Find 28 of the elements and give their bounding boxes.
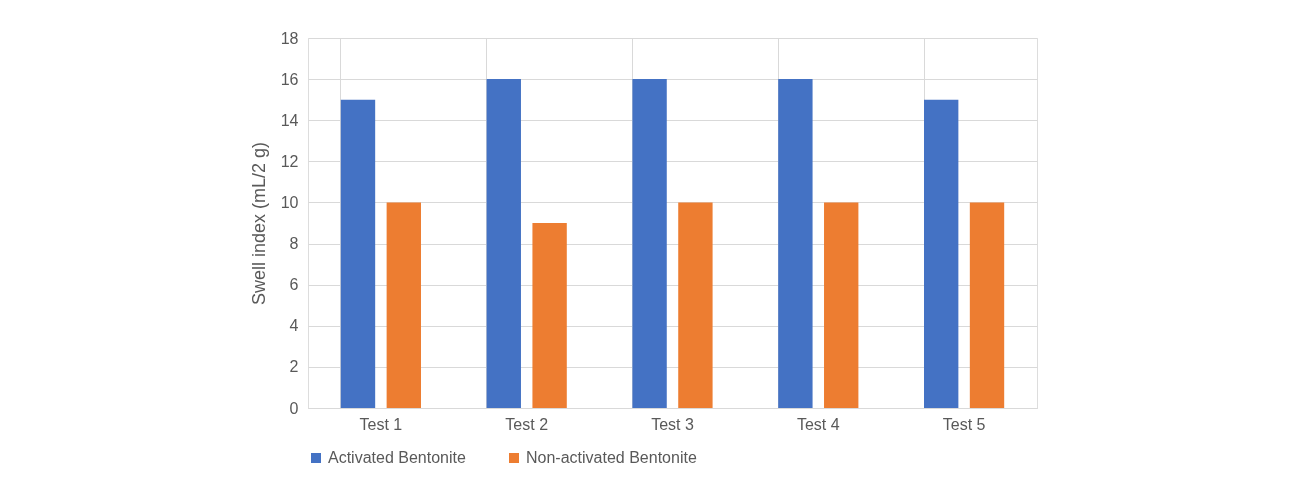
y-tick-label: 2 bbox=[289, 358, 299, 376]
x-tick-label: Test 5 bbox=[942, 415, 986, 433]
y-axis-title: Swell index (mL/2 g) bbox=[248, 141, 269, 306]
bar bbox=[486, 79, 521, 408]
y-tick-label: 16 bbox=[280, 70, 299, 88]
legend-label: Activated Bentonite bbox=[328, 449, 466, 466]
y-tick-label: 18 bbox=[280, 29, 299, 47]
x-tick-label: Test 2 bbox=[505, 415, 549, 433]
x-tick-label: Test 3 bbox=[651, 415, 694, 433]
x-tick-label: Test 4 bbox=[796, 415, 840, 433]
bar bbox=[824, 202, 859, 408]
bar bbox=[778, 79, 813, 408]
bar bbox=[924, 99, 959, 408]
y-tick-label: 4 bbox=[289, 317, 299, 335]
bar bbox=[632, 79, 667, 408]
bar bbox=[340, 99, 376, 408]
bar bbox=[678, 202, 713, 408]
y-tick-label: 12 bbox=[280, 152, 299, 170]
y-tick-label: 10 bbox=[280, 193, 299, 211]
bar bbox=[969, 202, 1005, 408]
bar bbox=[386, 202, 421, 408]
y-tick-label: 6 bbox=[289, 276, 299, 294]
x-tick-label: Test 1 bbox=[359, 415, 403, 433]
bar bbox=[532, 223, 567, 408]
legend-label: Non-activated Bentonite bbox=[526, 449, 697, 466]
y-tick-label: 14 bbox=[280, 111, 299, 129]
y-tick-label: 8 bbox=[289, 235, 299, 253]
y-tick-label: 0 bbox=[289, 399, 299, 417]
